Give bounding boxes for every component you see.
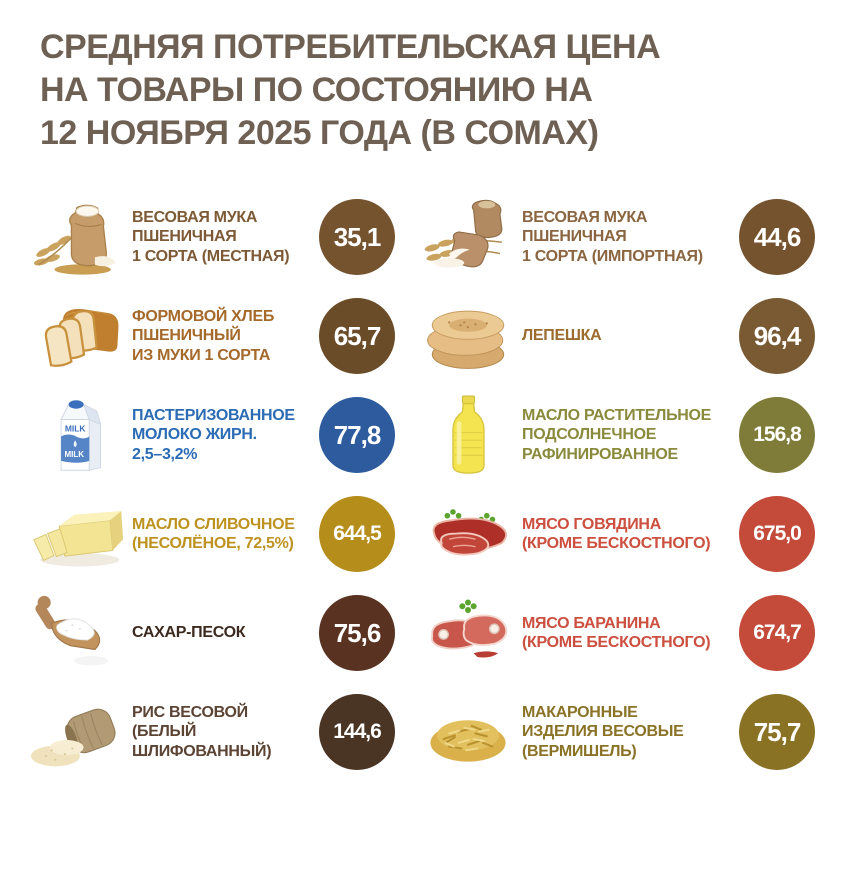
price-badge: 674,7 bbox=[739, 595, 815, 672]
flour-sack-icon bbox=[30, 195, 126, 280]
bread-loaf-icon bbox=[30, 294, 126, 379]
milk-carton-icon: MILK MILK bbox=[30, 393, 126, 478]
product-label: МЯСО БАРАНИНА (КРОМЕ БЕСКОСТНОГО) bbox=[522, 614, 711, 652]
product-item-milk: MILK MILK ПАСТЕРИЗОВАННОЕ МОЛОКО ЖИРН. 2… bbox=[30, 386, 395, 485]
product-item-sunflower-oil: МАСЛО РАСТИТЕЛЬНОЕ ПОДСОЛНЕЧНОЕ РАФИНИРО… bbox=[420, 386, 815, 485]
product-label: МАСЛО РАСТИТЕЛЬНОЕ ПОДСОЛНЕЧНОЕ РАФИНИРО… bbox=[522, 406, 712, 463]
lamb-meat-icon bbox=[420, 591, 516, 676]
price-grid: ВЕСОВАЯ МУКА ПШЕНИЧНАЯ 1 СОРТА (МЕСТНАЯ)… bbox=[0, 188, 850, 782]
product-item-sugar: САХАР-ПЕСОК 75,6 bbox=[30, 584, 395, 683]
price-badge: 156,8 bbox=[739, 397, 815, 474]
price-badge: 644,5 bbox=[319, 496, 395, 573]
product-label: МАСЛО СЛИВОЧНОЕ (НЕСОЛЁНОЕ, 72,5%) bbox=[132, 515, 295, 553]
rice-sack-icon bbox=[30, 690, 126, 775]
product-item-butter: МАСЛО СЛИВОЧНОЕ (НЕСОЛЁНОЕ, 72,5%) 644,5 bbox=[30, 485, 395, 584]
price-badge: 75,6 bbox=[319, 595, 395, 672]
product-label: ФОРМОВОЙ ХЛЕБ ПШЕНИЧНЫЙ ИЗ МУКИ 1 СОРТА bbox=[132, 307, 275, 364]
sugar-scoop-icon bbox=[30, 591, 126, 676]
butter-block-icon bbox=[30, 492, 126, 577]
svg-text:MILK: MILK bbox=[64, 450, 84, 459]
product-label: ПАСТЕРИЗОВАННОЕ МОЛОКО ЖИРН. 2,5–3,2% bbox=[132, 406, 295, 463]
product-label: ЛЕПЕШКА bbox=[522, 327, 602, 345]
product-label: САХАР-ПЕСОК bbox=[132, 624, 246, 642]
product-item-lamb: МЯСО БАРАНИНА (КРОМЕ БЕСКОСТНОГО) 674,7 bbox=[420, 584, 815, 683]
page-title: СРЕДНЯЯ ПОТРЕБИТЕЛЬСКАЯ ЦЕНА НА ТОВАРЫ П… bbox=[40, 28, 661, 153]
svg-text:MILK: MILK bbox=[65, 423, 87, 433]
product-item-rice: РИС ВЕСОВОЙ (БЕЛЫЙ ШЛИФОВАННЫЙ) 144,6 bbox=[30, 683, 395, 782]
price-badge: 144,6 bbox=[319, 694, 395, 771]
product-label: МЯСО ГОВЯДИНА (КРОМЕ БЕСКОСТНОГО) bbox=[522, 515, 711, 553]
product-item-vermicelli: МАКАРОННЫЕ ИЗДЕЛИЯ ВЕСОВЫЕ (ВЕРМИШЕЛЬ) 7… bbox=[420, 683, 815, 782]
price-badge: 35,1 bbox=[319, 199, 395, 276]
product-label: ВЕСОВАЯ МУКА ПШЕНИЧНАЯ 1 СОРТА (ИМПОРТНА… bbox=[522, 208, 703, 265]
beef-meat-icon bbox=[420, 492, 516, 577]
flour-sacks-icon bbox=[420, 195, 516, 280]
price-badge: 75,7 bbox=[739, 694, 815, 771]
oil-bottle-icon bbox=[420, 393, 516, 478]
product-item-flour-local: ВЕСОВАЯ МУКА ПШЕНИЧНАЯ 1 СОРТА (МЕСТНАЯ)… bbox=[30, 188, 395, 287]
price-badge: 96,4 bbox=[739, 298, 815, 375]
price-badge: 65,7 bbox=[319, 298, 395, 375]
price-badge: 77,8 bbox=[319, 397, 395, 474]
price-badge: 44,6 bbox=[739, 199, 815, 276]
lepeshka-icon bbox=[420, 294, 516, 379]
product-label: ВЕСОВАЯ МУКА ПШЕНИЧНАЯ 1 СОРТА (МЕСТНАЯ) bbox=[132, 208, 290, 265]
product-label: РИС ВЕСОВОЙ (БЕЛЫЙ ШЛИФОВАННЫЙ) bbox=[132, 703, 272, 760]
product-label: МАКАРОННЫЕ ИЗДЕЛИЯ ВЕСОВЫЕ (ВЕРМИШЕЛЬ) bbox=[522, 703, 684, 760]
price-badge: 675,0 bbox=[739, 496, 815, 573]
vermicelli-pile-icon bbox=[420, 690, 516, 775]
product-item-lepeshka: ЛЕПЕШКА 96,4 bbox=[420, 287, 815, 386]
product-item-bread: ФОРМОВОЙ ХЛЕБ ПШЕНИЧНЫЙ ИЗ МУКИ 1 СОРТА … bbox=[30, 287, 395, 386]
product-item-beef: МЯСО ГОВЯДИНА (КРОМЕ БЕСКОСТНОГО) 675,0 bbox=[420, 485, 815, 584]
product-item-flour-imported: ВЕСОВАЯ МУКА ПШЕНИЧНАЯ 1 СОРТА (ИМПОРТНА… bbox=[420, 188, 815, 287]
